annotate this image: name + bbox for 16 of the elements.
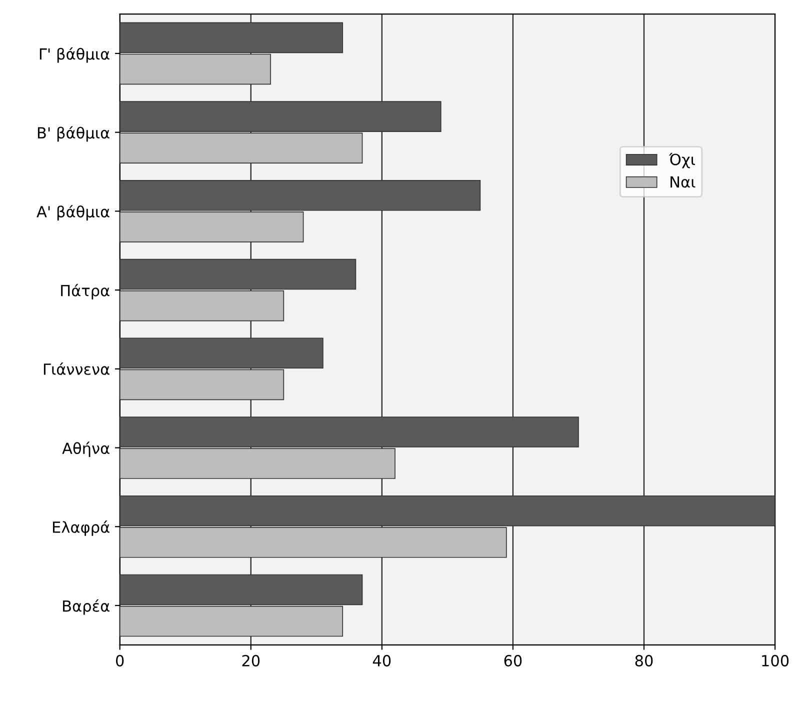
y-tick-label: Γ' βάθμια xyxy=(40,47,110,63)
legend-label: Ναι xyxy=(670,176,696,188)
y-tick-label: Γιάννενα xyxy=(44,362,110,375)
x-tick-label: 100 xyxy=(762,654,789,666)
x-tick-label: 80 xyxy=(635,654,653,666)
y-tick-label: Β' βάθμια xyxy=(38,126,110,142)
y-tick-label: Ελαφρά xyxy=(53,520,110,536)
x-tick-label: 0 xyxy=(116,654,124,666)
legend-label: Όχι xyxy=(668,152,695,168)
y-tick-label: Βαρέα xyxy=(63,599,110,615)
x-tick-label: 40 xyxy=(372,654,391,666)
x-tick-label: 20 xyxy=(242,654,260,666)
y-tick-label: Αθήνα xyxy=(62,442,110,458)
x-tick-label: 60 xyxy=(504,654,522,666)
y-tick-label: Πάτρα xyxy=(61,284,110,300)
y-tick-label: Α' βάθμια xyxy=(36,205,110,220)
